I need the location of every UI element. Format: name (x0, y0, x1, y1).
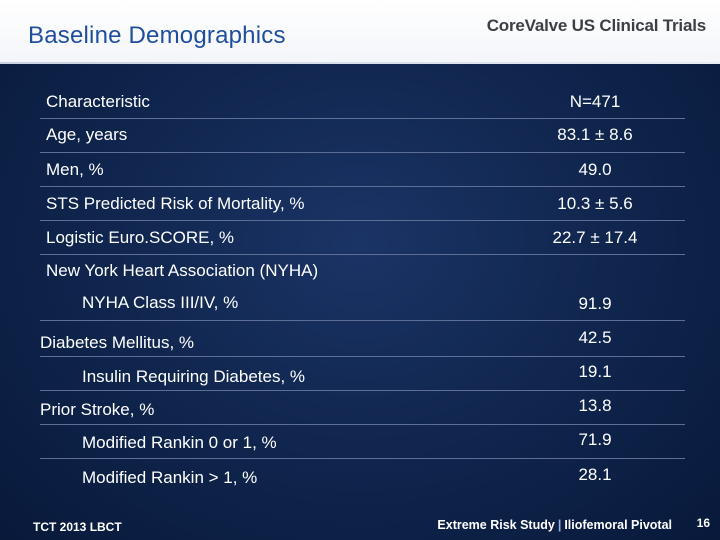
row-label-nyha-class: NYHA Class III/IV, % (82, 293, 239, 312)
row-divider (40, 390, 685, 391)
row-value-sts: 10.3 ± 5.6 (557, 194, 633, 213)
footer-conference: TCT 2013 LBCT (33, 520, 122, 534)
row-value-euroscore: 22.7 ± 17.4 (552, 228, 638, 247)
footer-study-name: Extreme Risk Study (437, 518, 555, 532)
row-value-nyha-class: 91.9 (578, 294, 612, 313)
row-divider (40, 356, 685, 357)
row-value-men: 49.0 (578, 160, 612, 179)
row-divider (40, 186, 685, 187)
row-label-age: Age, years (46, 125, 128, 144)
title-bar: Baseline Demographics CoreValve US Clini… (0, 0, 720, 64)
row-label-euroscore: Logistic Euro.SCORE, % (46, 228, 235, 247)
column-header-n: N=471 (569, 92, 621, 111)
row-value-diabetes: 42.5 (578, 328, 612, 347)
row-value-rankin-low: 71.9 (578, 430, 612, 449)
row-label-insulin: Insulin Requiring Diabetes, % (82, 367, 306, 386)
row-label-rankin-low: Modified Rankin 0 or 1, % (82, 433, 277, 452)
brand-logo-text: CoreValve US Clinical Trials (486, 16, 706, 35)
row-label-diabetes: Diabetes Mellitus, % (40, 333, 195, 352)
page-title: Baseline Demographics (28, 22, 286, 49)
row-label-prior-stroke: Prior Stroke, % (40, 400, 155, 419)
row-label-sts: STS Predicted Risk of Mortality, % (46, 194, 305, 213)
column-header-characteristic: Characteristic (46, 92, 150, 111)
row-divider (40, 424, 685, 425)
row-label-rankin-high: Modified Rankin > 1, % (82, 468, 258, 487)
row-divider (40, 254, 685, 255)
row-value-insulin: 19.1 (578, 362, 612, 381)
footer-study-arm: Iliofemoral Pivotal (564, 518, 672, 532)
row-divider (40, 118, 685, 119)
row-divider (40, 220, 685, 221)
footer-separator: | (557, 518, 562, 532)
row-divider (40, 320, 685, 321)
row-value-age: 83.1 ± 8.6 (557, 125, 633, 144)
row-value-rankin-high: 28.1 (578, 465, 612, 484)
row-label-men: Men, % (46, 160, 104, 179)
row-divider (40, 458, 685, 459)
row-label-nyha-section: New York Heart Association (NYHA) (46, 261, 319, 280)
footer-study: Extreme Risk Study | Iliofemoral Pivotal (437, 518, 672, 532)
row-value-prior-stroke: 13.8 (578, 396, 612, 415)
page-number: 16 (696, 516, 710, 530)
row-divider (40, 152, 685, 153)
